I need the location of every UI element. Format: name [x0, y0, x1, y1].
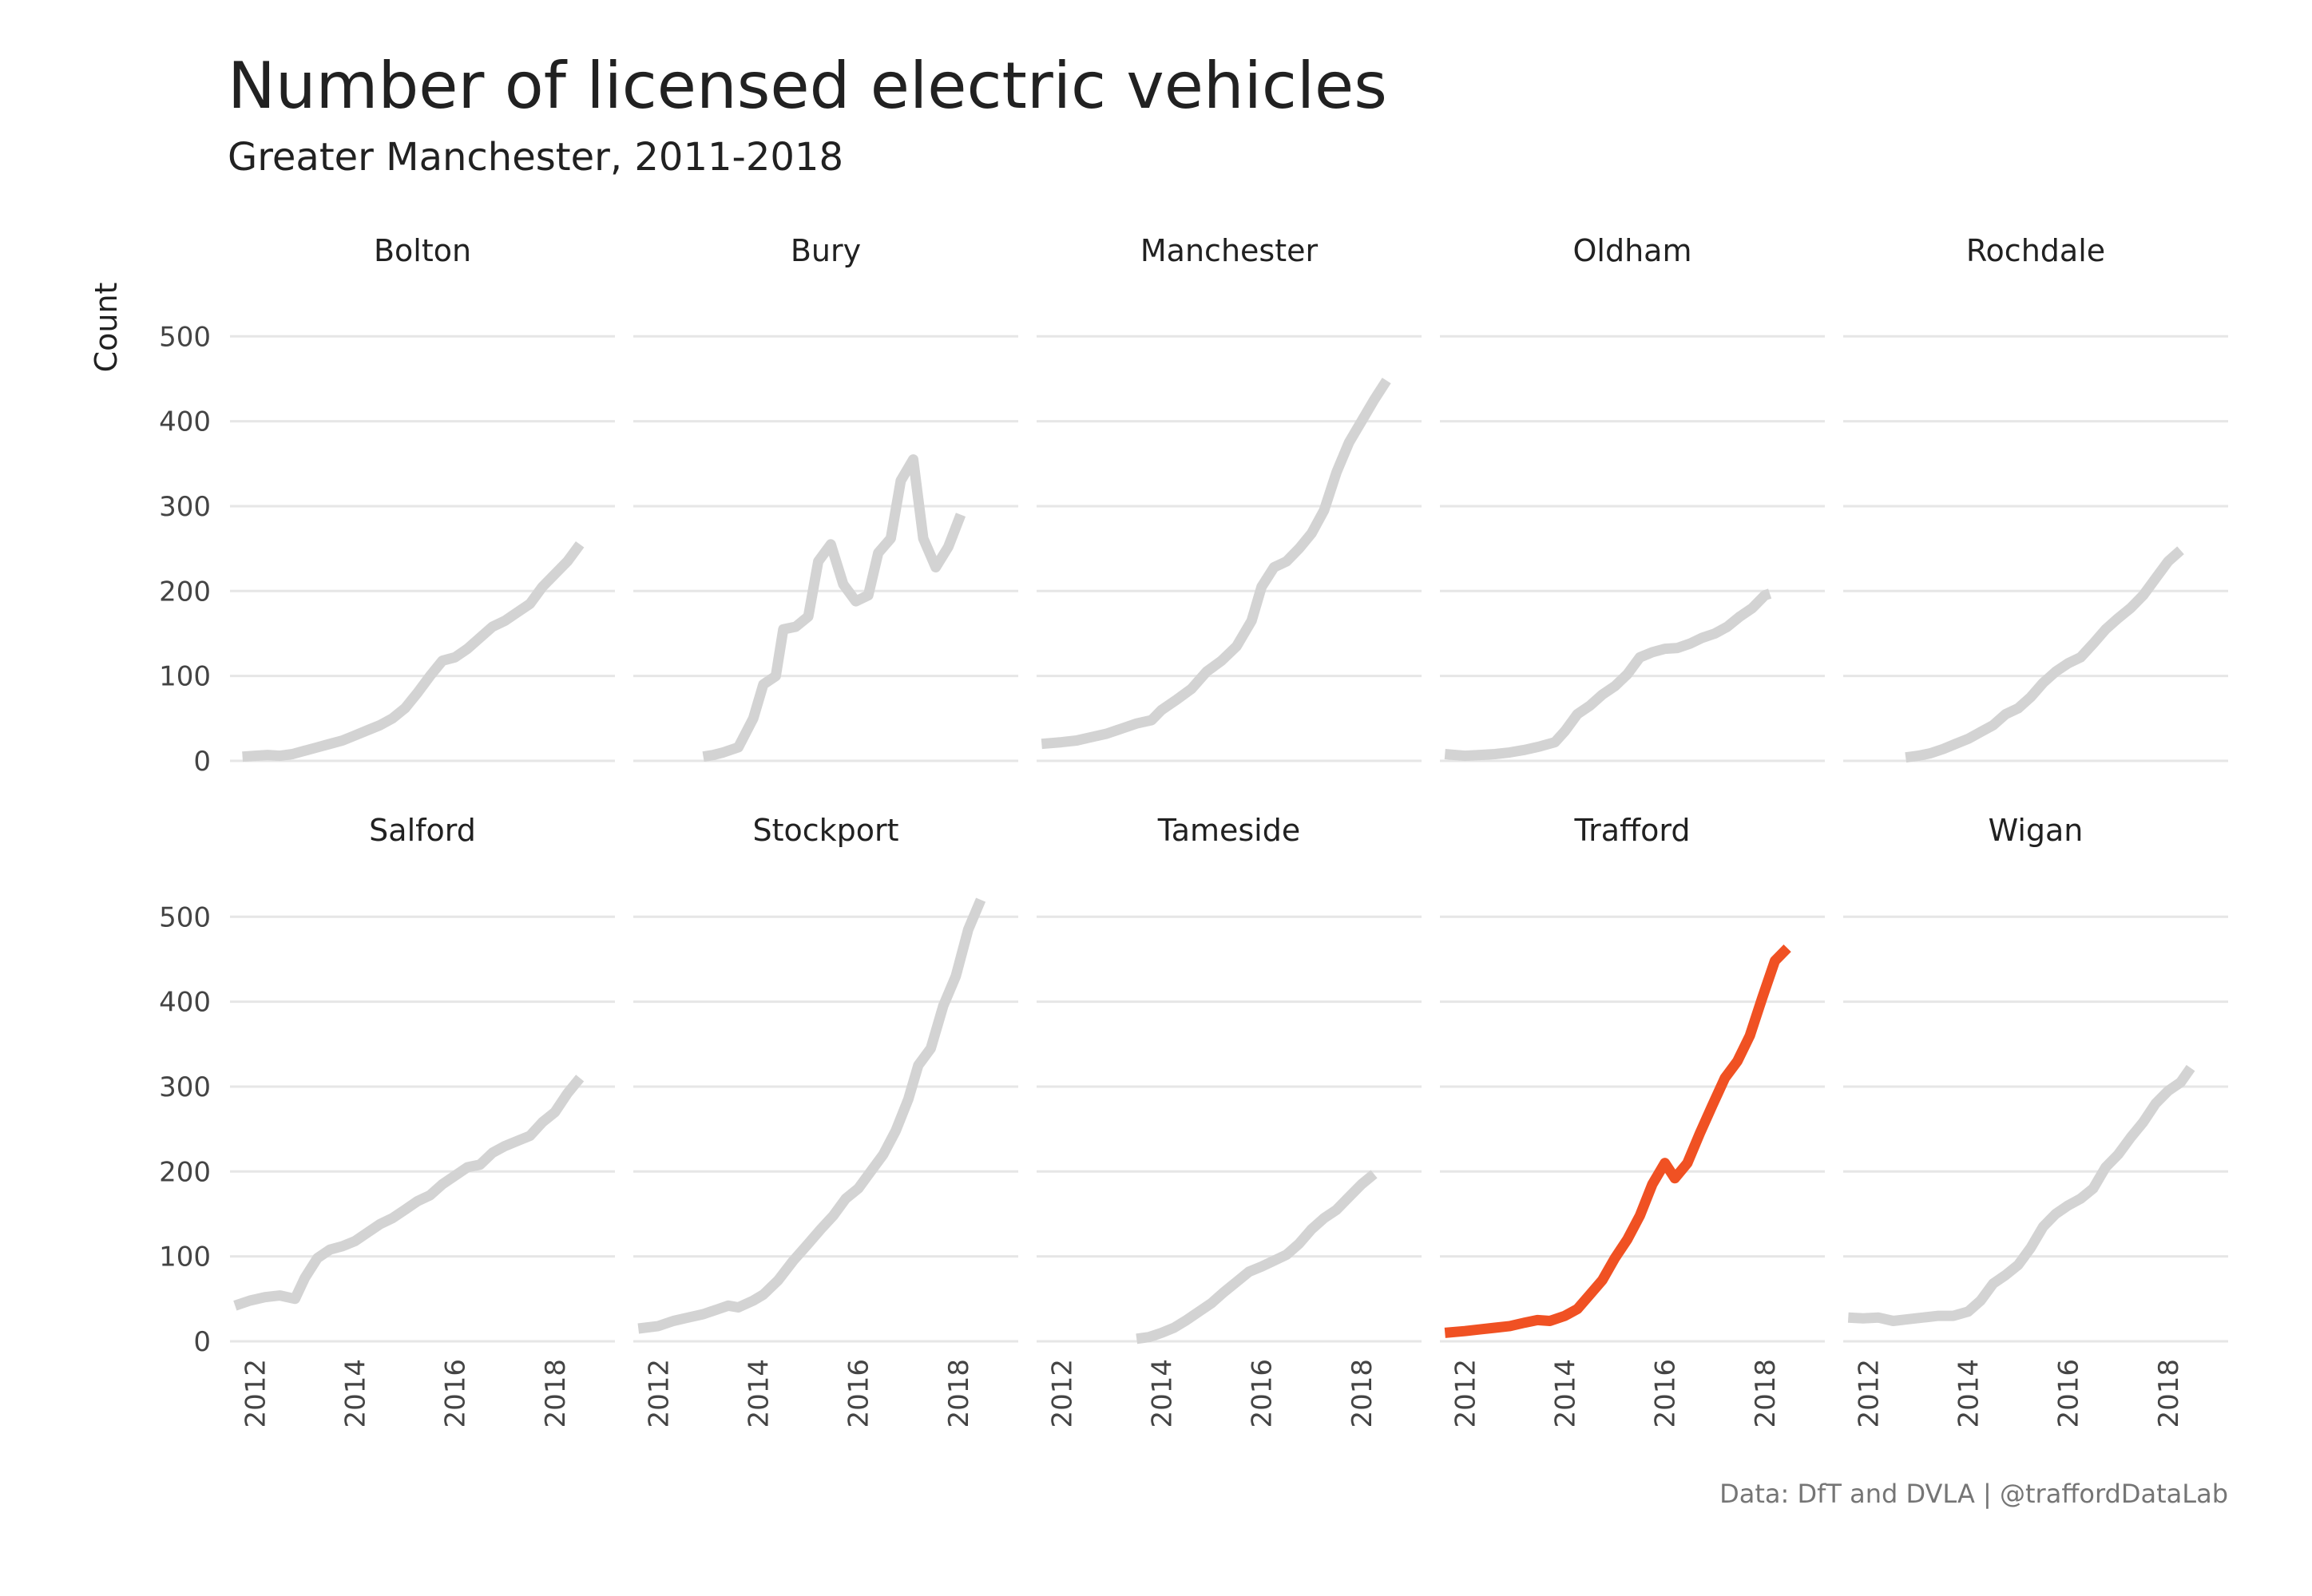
y-tick-label: 400	[159, 987, 211, 1019]
x-tick-label: 2012	[240, 1359, 272, 1428]
series-line-tameside	[1136, 1170, 1378, 1345]
y-tick-label: 200	[159, 1156, 211, 1188]
facet-wigan: Wigan 2012 2014 2016 2018	[1843, 813, 2228, 1428]
facet-oldham: Oldham	[1440, 233, 1825, 762]
series-line-stockport	[637, 897, 986, 1334]
x-tick-label: 2016	[1247, 1359, 1279, 1428]
x-tick-label: 2014	[743, 1359, 775, 1428]
series-line-rochdale	[1905, 546, 2184, 763]
series-line-bolton	[242, 541, 585, 762]
facet-label: Tameside	[1157, 813, 1300, 848]
facet-tameside: Tameside 2012 2014 2016 2018	[1037, 813, 1422, 1428]
x-tick-label: 2018	[1750, 1359, 1782, 1428]
facet-label: Wigan	[1989, 813, 2084, 848]
x-tick-label: 2016	[1650, 1359, 1682, 1428]
x-tick-label: 2012	[1046, 1359, 1078, 1428]
facet-label: Bury	[791, 233, 861, 268]
series-line-oldham	[1444, 588, 1772, 762]
facet-label: Oldham	[1573, 233, 1692, 268]
y-tick-label: 500	[159, 901, 211, 933]
x-tick-label: 2014	[1549, 1359, 1581, 1428]
facet-bury: Bury	[633, 233, 1018, 762]
y-tick-label: 0	[193, 1326, 211, 1358]
x-tick-label: 2018	[1346, 1359, 1378, 1428]
series-line-trafford	[1444, 945, 1791, 1338]
x-tick-label: 2018	[2153, 1359, 2185, 1428]
y-tick-label: 0	[193, 746, 211, 778]
y-tick-label: 100	[159, 1242, 211, 1273]
x-tick-label: 2014	[339, 1359, 371, 1428]
x-tick-label: 2016	[440, 1359, 472, 1428]
series-line-bury	[702, 454, 966, 762]
x-tick-label: 2014	[1146, 1359, 1178, 1428]
facet-label: Trafford	[1573, 813, 1690, 848]
chart-caption: Data: DfT and DVLA | @traffordDataLab	[1719, 1479, 2228, 1509]
y-tick-label: 200	[159, 576, 211, 608]
x-tick-label: 2012	[1449, 1359, 1481, 1428]
y-tick-label: 100	[159, 661, 211, 693]
x-tick-label: 2012	[643, 1359, 675, 1428]
facet-salford: Salford 0 100 200 300 400 500 2012 2014 2016 2018	[159, 813, 615, 1428]
y-tick-label: 500	[159, 321, 211, 353]
series-line-manchester	[1041, 378, 1391, 750]
facet-manchester: Manchester	[1037, 233, 1422, 762]
y-tick-label: 300	[159, 1071, 211, 1103]
facet-label: Salford	[369, 813, 476, 848]
x-tick-label: 2016	[843, 1359, 875, 1428]
series-line-salford	[233, 1075, 585, 1311]
chart-title: Number of licensed electric vehicles	[228, 49, 1387, 123]
x-tick-label: 2014	[1953, 1359, 1985, 1428]
series-line-wigan	[1847, 1064, 2195, 1326]
facet-label: Stockport	[752, 813, 898, 848]
y-tick-label: 400	[159, 406, 211, 438]
facet-label: Bolton	[374, 233, 471, 268]
facet-rochdale: Rochdale	[1843, 233, 2228, 763]
facet-label: Manchester	[1140, 233, 1319, 268]
x-tick-label: 2018	[943, 1359, 975, 1428]
x-tick-label: 2012	[1853, 1359, 1885, 1428]
x-tick-label: 2016	[2053, 1359, 2085, 1428]
facet-panels: Bolton 0 100 200 300 400 500 Bury Manchester Oldh…	[159, 233, 2228, 1428]
y-tick-label: 300	[159, 491, 211, 523]
facet-label: Rochdale	[1966, 233, 2105, 268]
chart-subtitle: Greater Manchester, 2011-2018	[228, 135, 843, 180]
y-axis-label: Count	[89, 283, 124, 373]
facet-trafford: Trafford 2012 2014 2016 2018	[1440, 813, 1825, 1428]
x-tick-label: 2018	[540, 1359, 572, 1428]
facet-stockport: Stockport 2012 2014 2016 2018	[633, 813, 1018, 1428]
facet-bolton: Bolton 0 100 200 300 400 500	[159, 233, 615, 778]
